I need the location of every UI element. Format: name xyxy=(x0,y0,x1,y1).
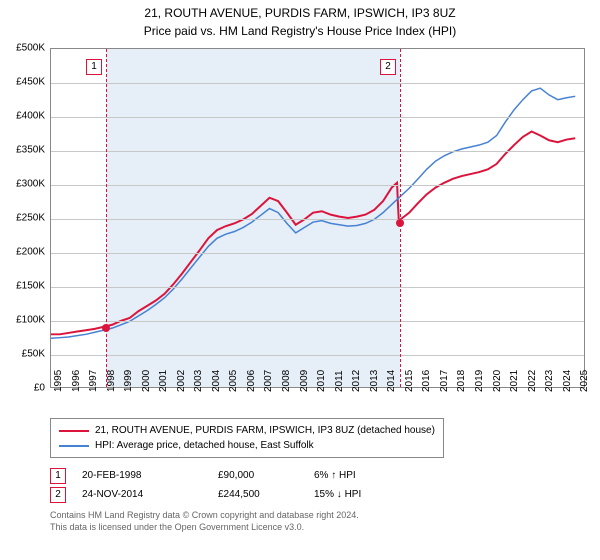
y-axis-label: £400K xyxy=(16,111,45,122)
legend-item: 21, ROUTH AVENUE, PURDIS FARM, IPSWICH, … xyxy=(59,423,435,438)
transaction-row: 1 20-FEB-1998 £90,000 6% ↑ HPI xyxy=(50,466,585,485)
data-point xyxy=(396,219,404,227)
x-axis-label: 1996 xyxy=(71,370,82,392)
transaction-price: £244,500 xyxy=(218,485,298,504)
x-axis-label: 1997 xyxy=(88,370,99,392)
legend-box: 21, ROUTH AVENUE, PURDIS FARM, IPSWICH, … xyxy=(50,418,444,458)
x-axis-label: 2005 xyxy=(228,370,239,392)
transaction-marker: 2 xyxy=(50,487,66,503)
x-axis-label: 2001 xyxy=(158,370,169,392)
x-axis-label: 2006 xyxy=(246,370,257,392)
y-axis-label: £450K xyxy=(16,77,45,88)
x-axis-label: 2021 xyxy=(509,370,520,392)
attribution: Contains HM Land Registry data © Crown c… xyxy=(50,510,585,533)
data-point xyxy=(102,324,110,332)
x-axis-label: 2022 xyxy=(527,370,538,392)
x-axis-label: 2002 xyxy=(176,370,187,392)
attribution-line: This data is licensed under the Open Gov… xyxy=(50,522,585,534)
legend-swatch xyxy=(59,430,89,432)
x-axis-label: 2020 xyxy=(492,370,503,392)
x-axis-label: 2011 xyxy=(334,370,345,392)
y-axis-label: £500K xyxy=(16,43,45,54)
x-axis-label: 2014 xyxy=(386,370,397,392)
y-axis-label: £200K xyxy=(16,247,45,258)
transaction-date: 24-NOV-2014 xyxy=(82,485,202,504)
x-axis-label: 1995 xyxy=(53,370,64,392)
legend-swatch xyxy=(59,445,89,447)
chart-container: 21, ROUTH AVENUE, PURDIS FARM, IPSWICH, … xyxy=(0,0,600,560)
legend-and-footer: 21, ROUTH AVENUE, PURDIS FARM, IPSWICH, … xyxy=(50,418,585,533)
transaction-date: 20-FEB-1998 xyxy=(82,466,202,485)
transaction-price: £90,000 xyxy=(218,466,298,485)
chart-title: 21, ROUTH AVENUE, PURDIS FARM, IPSWICH, … xyxy=(0,0,600,22)
x-axis-label: 2013 xyxy=(369,370,380,392)
x-axis-label: 2019 xyxy=(474,370,485,392)
transaction-marker: 1 xyxy=(50,468,66,484)
x-axis-label: 2004 xyxy=(211,370,222,392)
x-axis-label: 2009 xyxy=(299,370,310,392)
x-axis-label: 2003 xyxy=(193,370,204,392)
transactions-table: 1 20-FEB-1998 £90,000 6% ↑ HPI 2 24-NOV-… xyxy=(50,466,585,504)
x-axis-label: 1999 xyxy=(123,370,134,392)
chart-subtitle: Price paid vs. HM Land Registry's House … xyxy=(0,22,600,38)
legend-label: 21, ROUTH AVENUE, PURDIS FARM, IPSWICH, … xyxy=(95,423,435,438)
x-axis-label: 2008 xyxy=(281,370,292,392)
plot-region: 12 xyxy=(50,48,585,388)
event-marker: 1 xyxy=(86,59,102,75)
x-axis-label: 2012 xyxy=(351,370,362,392)
legend-item: HPI: Average price, detached house, East… xyxy=(59,438,435,453)
x-axis-label: 2023 xyxy=(544,370,555,392)
series-line xyxy=(51,132,575,335)
legend-label: HPI: Average price, detached house, East… xyxy=(95,438,314,453)
transaction-hpi-delta: 6% ↑ HPI xyxy=(314,466,414,485)
x-axis-label: 2024 xyxy=(562,370,573,392)
attribution-line: Contains HM Land Registry data © Crown c… xyxy=(50,510,585,522)
x-axis-label: 2018 xyxy=(456,370,467,392)
line-series-svg xyxy=(51,49,584,387)
y-axis-label: £350K xyxy=(16,145,45,156)
transaction-hpi-delta: 15% ↓ HPI xyxy=(314,485,414,504)
chart-area: 12 £0£50K£100K£150K£200K£250K£300K£350K£… xyxy=(50,48,585,408)
x-axis-label: 2010 xyxy=(316,370,327,392)
x-axis-label: 1998 xyxy=(106,370,117,392)
y-axis-label: £0 xyxy=(34,383,45,394)
transaction-row: 2 24-NOV-2014 £244,500 15% ↓ HPI xyxy=(50,485,585,504)
x-axis-label: 2016 xyxy=(421,370,432,392)
x-axis-label: 2000 xyxy=(141,370,152,392)
y-axis-label: £50K xyxy=(22,349,45,360)
y-axis-label: £250K xyxy=(16,213,45,224)
x-axis-label: 2007 xyxy=(263,370,274,392)
x-axis-label: 2025 xyxy=(579,370,590,392)
y-axis-label: £150K xyxy=(16,281,45,292)
x-axis-label: 2017 xyxy=(439,370,450,392)
x-axis-label: 2015 xyxy=(404,370,415,392)
y-axis-label: £300K xyxy=(16,179,45,190)
event-marker: 2 xyxy=(380,59,396,75)
y-axis-label: £100K xyxy=(16,315,45,326)
